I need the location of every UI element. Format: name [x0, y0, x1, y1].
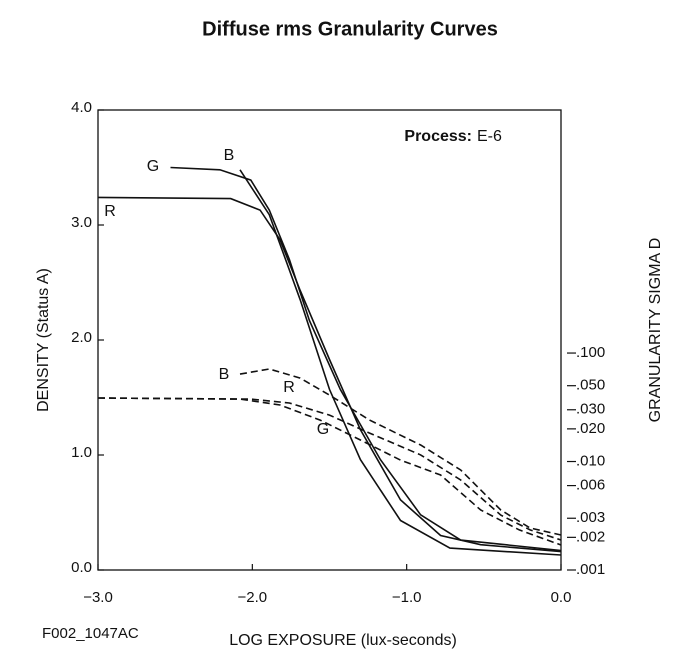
y2-tick-label: .002 [576, 528, 605, 545]
x-axis-label: LOG EXPOSURE (lux-seconds) [229, 632, 457, 649]
curve [239, 368, 562, 536]
curve-label: R [283, 379, 295, 396]
y-tick-label: 1.0 [71, 444, 92, 461]
y-tick-label: 4.0 [71, 99, 92, 116]
figure-code: F002_1047AC [42, 625, 139, 642]
curve-label: G [317, 421, 329, 438]
x-tick-label: −2.0 [238, 589, 268, 606]
y2-tick-label: .100 [576, 344, 605, 361]
curve [170, 166, 562, 552]
y2-tick-label: .050 [576, 377, 605, 394]
y2-axis-label: GRANULARITY SIGMA D [647, 238, 664, 423]
x-tick-label: −3.0 [83, 589, 113, 606]
curve-label: R [104, 203, 116, 220]
y2-tick-label: .001 [576, 561, 605, 578]
curve [239, 169, 562, 556]
y2-tick-label: .030 [576, 401, 605, 418]
curve-label: B [219, 366, 230, 383]
y2-tick-label: .020 [576, 420, 605, 437]
y-axis-label: DENSITY (Status A) [35, 268, 52, 412]
curve [97, 397, 562, 541]
y-tick-label: 0.0 [71, 559, 92, 576]
y-tick-label: 2.0 [71, 329, 92, 346]
x-tick-label: 0.0 [551, 589, 572, 606]
y2-tick-label: .006 [576, 477, 605, 494]
curve-label: B [224, 147, 235, 164]
annotation-value: E-6 [477, 128, 502, 145]
chart-title: Diffuse rms Granularity Curves [202, 18, 498, 40]
y2-tick-label: .003 [576, 509, 605, 526]
y-tick-label: 3.0 [71, 214, 92, 231]
annotation-label: Process: [404, 128, 472, 145]
x-tick-label: −1.0 [392, 589, 422, 606]
curve-label: G [147, 158, 159, 175]
y2-tick-label: .010 [576, 452, 605, 469]
curve [97, 397, 562, 546]
curve [97, 196, 562, 553]
